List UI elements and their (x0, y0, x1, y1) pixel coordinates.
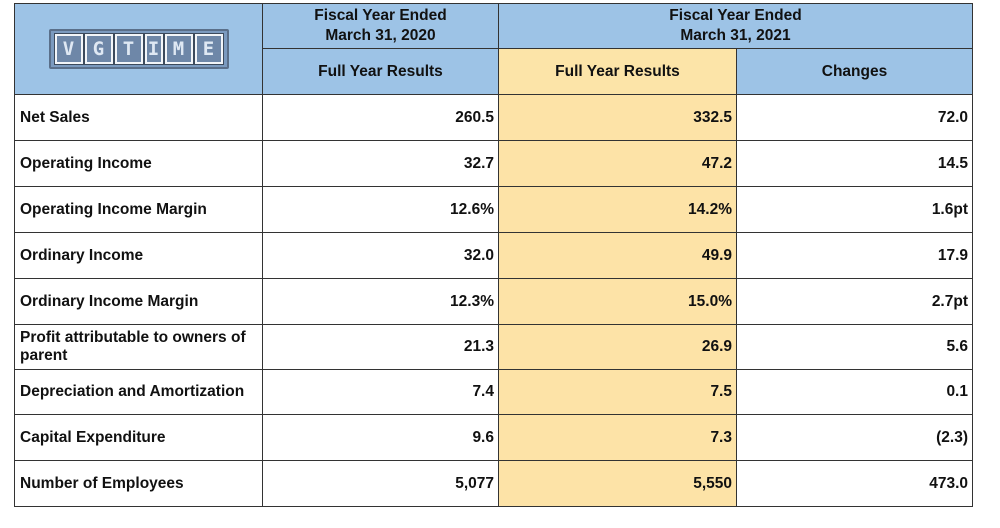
logo-letter: I (143, 33, 164, 65)
value-change: 2.7pt (736, 278, 973, 325)
header-fy2021-text: Fiscal Year Ended March 31, 2021 (669, 7, 802, 44)
table-row: Capital Expenditure 9.6 7.3 (2.3) (14, 414, 973, 461)
header-fy2021: Fiscal Year Ended March 31, 2021 (498, 3, 973, 49)
vgtime-logo: V G T I M E (48, 29, 229, 69)
row-label: Ordinary Income Margin (14, 278, 263, 325)
logo-cell: V G T I M E (14, 3, 263, 95)
value-fy2020: 12.3% (262, 278, 499, 325)
row-label: Depreciation and Amortization (14, 369, 263, 415)
table-row: Ordinary Income 32.0 49.9 17.9 (14, 232, 973, 279)
row-label: Ordinary Income (14, 232, 263, 279)
row-label: Capital Expenditure (14, 414, 263, 461)
value-fy2020: 32.7 (262, 140, 499, 187)
table-row: Profit attributable to owners of parent … (14, 324, 973, 370)
col-header-full-2021: Full Year Results (498, 48, 737, 95)
logo-letter: G (83, 33, 114, 65)
value-fy2021: 5,550 (498, 460, 737, 507)
table-row: Number of Employees 5,077 5,550 473.0 (14, 460, 973, 507)
logo-letter: T (113, 33, 144, 65)
value-fy2021: 15.0% (498, 278, 737, 325)
row-label: Profit attributable to owners of parent (14, 324, 263, 370)
header-fy2020: Fiscal Year Ended March 31, 2020 (262, 3, 499, 49)
value-fy2020: 7.4 (262, 369, 499, 415)
table-row: Operating Income 32.7 47.2 14.5 (14, 140, 973, 187)
value-change: (2.3) (736, 414, 973, 461)
row-label: Operating Income Margin (14, 186, 263, 233)
value-fy2021: 7.3 (498, 414, 737, 461)
logo-letter: M (163, 33, 194, 65)
value-fy2020: 32.0 (262, 232, 499, 279)
row-label: Number of Employees (14, 460, 263, 507)
value-fy2021: 26.9 (498, 324, 737, 370)
table-row: Depreciation and Amortization 7.4 7.5 0.… (14, 369, 973, 415)
row-label: Net Sales (14, 94, 263, 141)
table-row: Net Sales 260.5 332.5 72.0 (14, 94, 973, 141)
header-fy2020-text: Fiscal Year Ended March 31, 2020 (314, 7, 447, 44)
row-label: Operating Income (14, 140, 263, 187)
value-fy2021: 14.2% (498, 186, 737, 233)
value-change: 0.1 (736, 369, 973, 415)
value-fy2021: 7.5 (498, 369, 737, 415)
value-fy2020: 260.5 (262, 94, 499, 141)
value-change: 17.9 (736, 232, 973, 279)
value-fy2020: 12.6% (262, 186, 499, 233)
value-change: 1.6pt (736, 186, 973, 233)
col-header-full-2020: Full Year Results (262, 48, 499, 95)
table-row: Ordinary Income Margin 12.3% 15.0% 2.7pt (14, 278, 973, 325)
value-fy2020: 9.6 (262, 414, 499, 461)
value-fy2020: 5,077 (262, 460, 499, 507)
value-change: 5.6 (736, 324, 973, 370)
logo-letter: V (53, 33, 84, 65)
value-fy2021: 332.5 (498, 94, 737, 141)
table-row: Operating Income Margin 12.6% 14.2% 1.6p… (14, 186, 973, 233)
value-fy2020: 21.3 (262, 324, 499, 370)
logo-letter: E (193, 33, 224, 65)
col-header-changes: Changes (736, 48, 973, 95)
value-fy2021: 47.2 (498, 140, 737, 187)
value-change: 473.0 (736, 460, 973, 507)
financial-results-table: V G T I M E Fiscal Year Ended March 31, … (14, 3, 973, 507)
value-fy2021: 49.9 (498, 232, 737, 279)
value-change: 72.0 (736, 94, 973, 141)
value-change: 14.5 (736, 140, 973, 187)
